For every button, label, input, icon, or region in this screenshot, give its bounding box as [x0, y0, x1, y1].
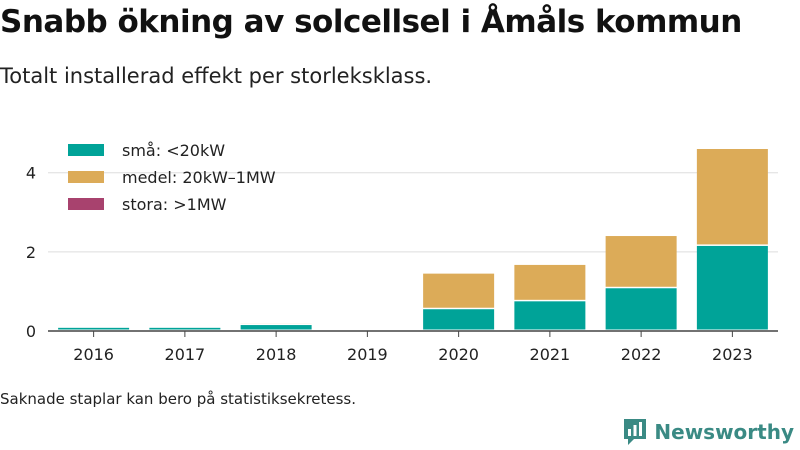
brand-logo: Newsworthy — [622, 417, 794, 447]
bars — [58, 149, 768, 330]
bar-segment — [605, 288, 677, 330]
legend-label: stora: >1MW — [122, 195, 227, 214]
bar-segment — [149, 327, 221, 330]
legend-swatch — [68, 144, 104, 156]
stacked-bar-chart: 0 2 4 2016 2017 2018 2019 2020 2021 2022 2023 små… — [26, 141, 778, 364]
bar-segment — [58, 327, 130, 330]
brand-name: Newsworthy — [654, 420, 794, 444]
x-tick-label: 2021 — [530, 345, 571, 364]
x-tick-label: 2023 — [712, 345, 753, 364]
bar-segment — [605, 236, 677, 287]
y-tick-label: 0 — [26, 322, 36, 341]
legend-swatch — [68, 198, 104, 210]
bar-segment — [240, 325, 312, 330]
newsworthy-logo-icon — [624, 419, 647, 445]
legend-swatch — [68, 171, 104, 183]
y-tick-label: 2 — [26, 243, 36, 262]
bar-segment — [696, 149, 768, 245]
chart-subtitle: Totalt installerad effekt per storlekskl… — [0, 64, 433, 88]
bar-segment — [696, 245, 768, 330]
x-tick-label: 2020 — [438, 345, 479, 364]
x-axis-ticks: 2016 2017 2018 2019 2020 2021 2022 2023 — [48, 330, 778, 364]
footnote: Saknade staplar kan bero på statistiksek… — [0, 390, 357, 408]
bar-segment — [514, 264, 586, 300]
x-tick-label: 2022 — [621, 345, 662, 364]
legend-label: små: <20kW — [122, 141, 225, 160]
x-tick-label: 2019 — [347, 345, 388, 364]
x-tick-label: 2016 — [73, 345, 114, 364]
chart-title: Snabb ökning av solcellsel i Åmåls kommu… — [0, 4, 742, 40]
bar-segment — [514, 301, 586, 330]
x-tick-label: 2018 — [256, 345, 297, 364]
bar-segment — [423, 273, 495, 308]
bar-segment — [423, 309, 495, 330]
y-axis-ticks: 0 2 4 — [26, 164, 36, 341]
legend: små: <20kW medel: 20kW–1MW stora: >1MW — [68, 141, 276, 214]
y-tick-label: 4 — [26, 164, 36, 183]
x-tick-label: 2017 — [165, 345, 206, 364]
legend-label: medel: 20kW–1MW — [122, 168, 276, 187]
